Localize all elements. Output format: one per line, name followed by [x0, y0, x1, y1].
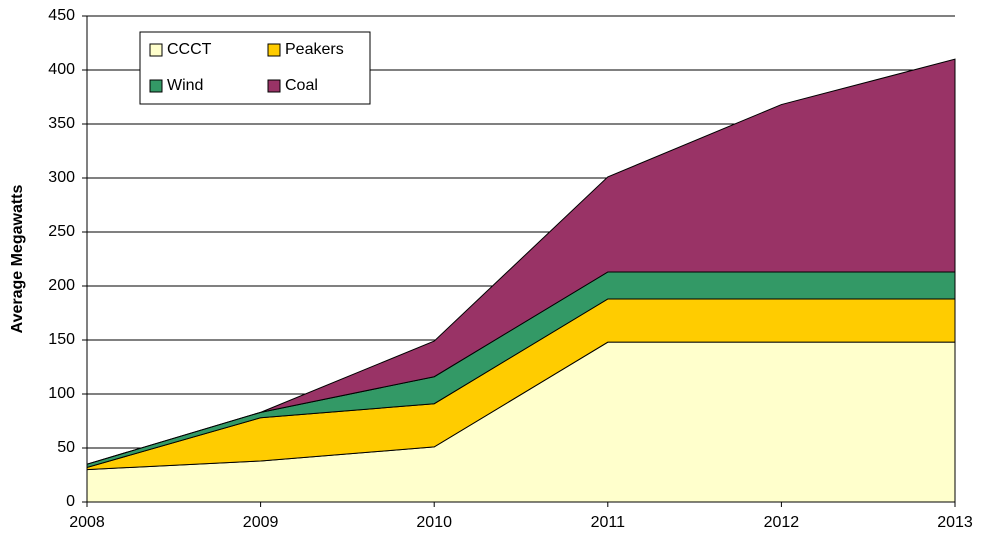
- y-tick-label: 400: [48, 61, 75, 78]
- y-tick-label: 300: [48, 169, 75, 186]
- x-tick-label: 2013: [937, 514, 973, 531]
- legend-label: CCCT: [167, 41, 212, 58]
- x-tick-label: 2010: [416, 514, 452, 531]
- area: [86, 58, 956, 465]
- legend-label: Coal: [285, 77, 318, 94]
- y-tick-label: 200: [48, 277, 75, 294]
- y-tick-label: 350: [48, 115, 75, 132]
- x-tick-label: 2011: [591, 514, 626, 531]
- y-tick-label: 100: [48, 385, 75, 402]
- x-tick-label: 2012: [764, 514, 800, 531]
- legend-label: Peakers: [285, 41, 344, 58]
- legend-swatch: [149, 43, 163, 57]
- y-tick-label: 450: [48, 7, 75, 24]
- legend-box: [139, 31, 371, 105]
- legend-swatch: [267, 79, 281, 93]
- x-tick-label: 2008: [69, 514, 105, 531]
- y-tick-label: 250: [48, 223, 75, 240]
- legend-swatch: [149, 79, 163, 93]
- legend-swatch: [267, 43, 281, 57]
- y-tick-label: 0: [66, 493, 75, 510]
- x-tick-label: 2009: [243, 514, 279, 531]
- legend-label: Wind: [167, 77, 203, 94]
- legend: CCCT Peakers Wind Coal: [139, 31, 371, 105]
- y-tick-label: 50: [57, 439, 75, 456]
- y-tick-label: 150: [48, 331, 75, 348]
- y-axis-title: Average Megawatts: [9, 185, 26, 334]
